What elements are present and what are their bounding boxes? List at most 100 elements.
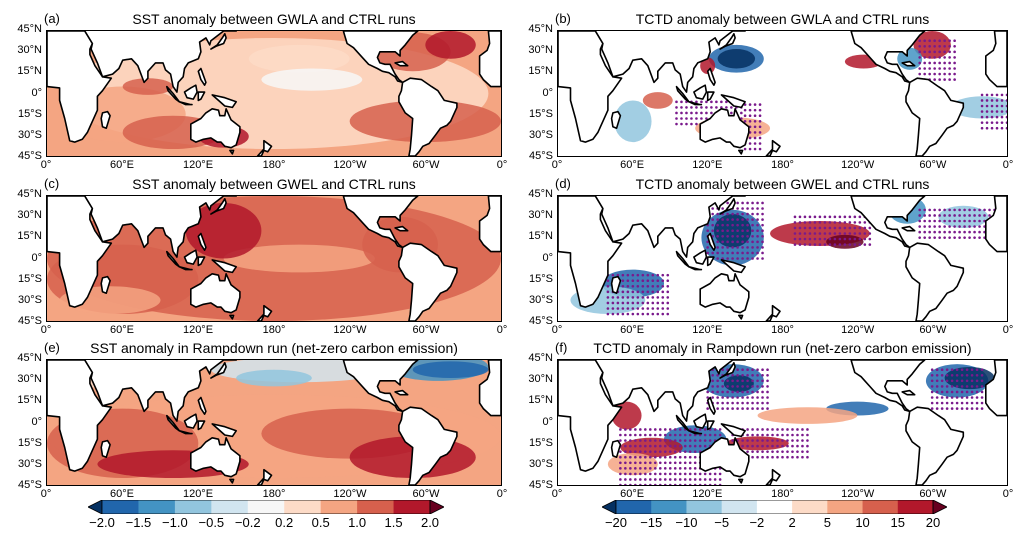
significance-dot <box>741 379 744 383</box>
land-mass <box>342 196 419 249</box>
significance-dot <box>700 111 703 115</box>
significance-dot <box>748 114 752 118</box>
significance-dot <box>731 385 734 388</box>
significance-dot <box>703 433 707 437</box>
significance-dot <box>653 472 657 476</box>
significance-dot <box>818 221 822 224</box>
significance-dot <box>721 401 724 405</box>
significance-dot <box>611 296 615 299</box>
land-mass <box>738 314 744 320</box>
latitude-label: 15°N <box>17 394 42 407</box>
significance-dot <box>761 257 764 260</box>
significance-dot <box>626 296 630 299</box>
significance-dot <box>761 450 764 453</box>
significance-dot <box>706 240 709 244</box>
significance-dot <box>698 444 702 448</box>
significance-dot <box>833 232 837 235</box>
significance-dot <box>721 218 724 221</box>
significance-dot <box>678 433 682 437</box>
significance-dot <box>743 108 747 112</box>
significance-dot <box>848 237 852 241</box>
significance-dot <box>673 433 677 437</box>
latitude-label: 45°N <box>17 352 42 364</box>
significance-dot <box>690 106 693 109</box>
significance-dot <box>726 407 729 410</box>
significance-dot <box>711 218 714 221</box>
significance-dot <box>938 219 941 223</box>
significance-dot <box>644 450 647 453</box>
significance-dot <box>813 215 817 219</box>
significance-dot <box>746 201 749 205</box>
land-mass <box>197 256 206 267</box>
significance-dot <box>658 433 662 437</box>
significance-dot <box>756 390 759 394</box>
longitude-label: 0° <box>1002 324 1014 336</box>
significance-dot <box>716 223 719 227</box>
significance-dot <box>639 483 642 485</box>
significance-dot <box>990 110 994 113</box>
longitude-label: 0° <box>496 324 508 336</box>
colorbar-tick: 20 <box>925 515 941 530</box>
land-mass <box>211 94 237 109</box>
land-mass <box>706 91 715 102</box>
significance-dot <box>796 450 799 453</box>
longitude-label: 180° <box>771 324 794 336</box>
map-canvas <box>47 31 501 156</box>
significance-dot <box>933 236 936 239</box>
significance-dot <box>658 478 662 481</box>
significance-dot <box>975 385 979 388</box>
land-mass <box>693 413 708 429</box>
significance-dot <box>843 237 847 241</box>
significance-dot <box>651 307 655 310</box>
significance-dot <box>793 237 797 241</box>
significance-dot <box>975 407 979 410</box>
significance-dot <box>786 450 789 453</box>
significance-dot <box>953 230 956 234</box>
significance-dot <box>731 246 734 249</box>
significance-dot <box>746 240 749 244</box>
significance-dot <box>943 214 946 217</box>
significance-dot <box>960 407 964 410</box>
significance-dot <box>736 207 739 210</box>
significance-dot <box>933 72 936 76</box>
significance-dot <box>673 472 677 476</box>
significance-dot <box>731 218 734 221</box>
colorbar-tick: −20 <box>604 515 628 530</box>
significance-dot <box>756 373 759 377</box>
land-mass <box>229 478 235 484</box>
significance-dot <box>668 461 672 465</box>
significance-dot <box>668 439 672 442</box>
significance-dot <box>963 230 966 234</box>
significance-dot <box>928 225 931 228</box>
significance-dot <box>751 207 754 210</box>
land-mass <box>693 84 708 100</box>
significance-dot <box>748 147 752 151</box>
significance-dot <box>736 240 739 244</box>
longitude-label: 120°W <box>841 324 875 336</box>
significance-dot <box>965 390 969 394</box>
significance-dot <box>726 257 729 260</box>
significance-dot <box>988 214 991 217</box>
significance-dot <box>938 72 941 76</box>
significance-dot <box>940 373 944 377</box>
significance-dot <box>943 50 946 54</box>
significance-dot <box>928 39 931 43</box>
significance-dot <box>619 439 622 442</box>
significance-dot <box>985 93 989 97</box>
significance-dot <box>853 237 857 241</box>
longitude-label: 60°E <box>110 159 134 171</box>
significance-dot <box>695 106 698 109</box>
significance-dot <box>680 111 683 115</box>
significance-dot <box>948 214 951 217</box>
significance-dot <box>753 103 757 106</box>
significance-dot <box>756 246 759 249</box>
significance-dot <box>793 243 797 246</box>
significance-dot <box>726 201 729 205</box>
map-canvas <box>558 196 1007 321</box>
significance-dot <box>629 483 632 485</box>
land-mass <box>166 250 181 268</box>
longitude-label: 120°E <box>692 159 723 171</box>
significance-dot <box>736 251 739 255</box>
significance-dot <box>828 243 832 246</box>
significance-dot <box>761 223 764 227</box>
